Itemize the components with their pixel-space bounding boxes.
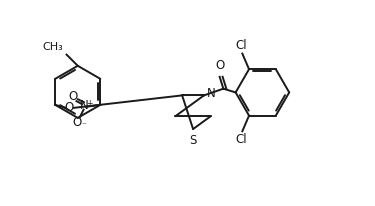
Text: O: O — [65, 101, 74, 114]
Text: S: S — [189, 134, 197, 147]
Text: Cl: Cl — [236, 39, 248, 52]
Text: ⁻: ⁻ — [82, 121, 86, 130]
Text: O: O — [73, 116, 82, 129]
Text: O: O — [215, 59, 224, 72]
Text: CH₃: CH₃ — [42, 42, 63, 52]
Text: N: N — [80, 99, 89, 112]
Text: N: N — [207, 87, 216, 100]
Text: O: O — [68, 90, 77, 103]
Text: +: + — [86, 98, 93, 108]
Text: Cl: Cl — [236, 133, 248, 146]
